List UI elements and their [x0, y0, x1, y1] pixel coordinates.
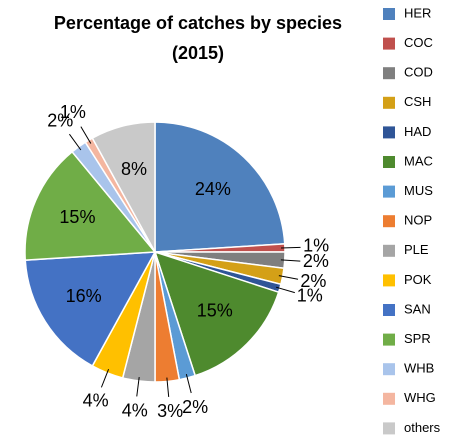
- pie-slice: [24, 150, 157, 261]
- legend-label: PLE: [404, 242, 429, 257]
- legend-label: SPR: [404, 331, 431, 346]
- slice-label: 1%: [303, 236, 329, 256]
- slice-label: 2%: [303, 251, 329, 271]
- slice-label: 1%: [60, 102, 86, 122]
- legend-label: SAN: [404, 301, 431, 316]
- slice-label: 24%: [195, 179, 231, 199]
- legend-label: HER: [404, 5, 431, 20]
- legend-label: WHG: [404, 390, 436, 405]
- leader-line: [185, 374, 192, 394]
- legend-swatch: [383, 215, 395, 228]
- pie-slice: [154, 121, 286, 253]
- leader-line: [278, 275, 299, 280]
- legend-swatch: [383, 126, 395, 139]
- legend-label: NOP: [404, 213, 432, 228]
- legend-swatch: [383, 37, 395, 50]
- leader-line: [275, 286, 295, 294]
- legend-label: COC: [404, 35, 433, 50]
- legend-swatch: [383, 363, 395, 376]
- slice-label: 2%: [300, 271, 326, 291]
- slice-label: 8%: [121, 159, 147, 179]
- leader-line: [100, 369, 110, 388]
- legend-swatch: [383, 392, 395, 405]
- slice-label: 1%: [297, 286, 323, 306]
- legend-label: WHB: [404, 361, 434, 376]
- legend-label: HAD: [404, 124, 431, 139]
- leader-line: [281, 246, 301, 249]
- legend-swatch: [383, 8, 395, 20]
- slice-label: 3%: [157, 401, 183, 421]
- pie-slice: [24, 251, 157, 367]
- legend-label: others: [404, 420, 441, 435]
- legend-label: COD: [404, 65, 433, 80]
- slice-label: 4%: [122, 401, 148, 421]
- slice-label: 2%: [182, 397, 208, 417]
- slice-label: 2%: [47, 110, 73, 130]
- legend-swatch: [383, 244, 395, 257]
- legend-swatch: [383, 156, 395, 168]
- slice-label: 16%: [66, 286, 102, 306]
- legend-label: CSH: [404, 94, 431, 109]
- legend-swatch: [383, 185, 395, 198]
- legend-label: POK: [404, 272, 432, 287]
- slice-label: 4%: [83, 391, 109, 411]
- leader-line: [69, 133, 82, 151]
- leader-line: [80, 126, 92, 144]
- legend-label: MUS: [404, 183, 433, 198]
- legend-swatch: [383, 274, 395, 287]
- legend-swatch: [383, 304, 395, 316]
- pie-slice: [91, 121, 156, 253]
- legend-swatch: [383, 422, 395, 435]
- legend-label: MAC: [404, 153, 433, 168]
- leader-line: [280, 259, 301, 262]
- slice-label: 15%: [59, 207, 95, 227]
- legend-swatch: [383, 67, 395, 80]
- leader-line: [136, 377, 140, 397]
- legend-swatch: [383, 96, 395, 109]
- legend-swatch: [383, 333, 395, 346]
- slice-label: 15%: [197, 301, 233, 321]
- chart-title: Percentage of catches by species (2015): [54, 13, 342, 63]
- leader-line: [166, 377, 170, 398]
